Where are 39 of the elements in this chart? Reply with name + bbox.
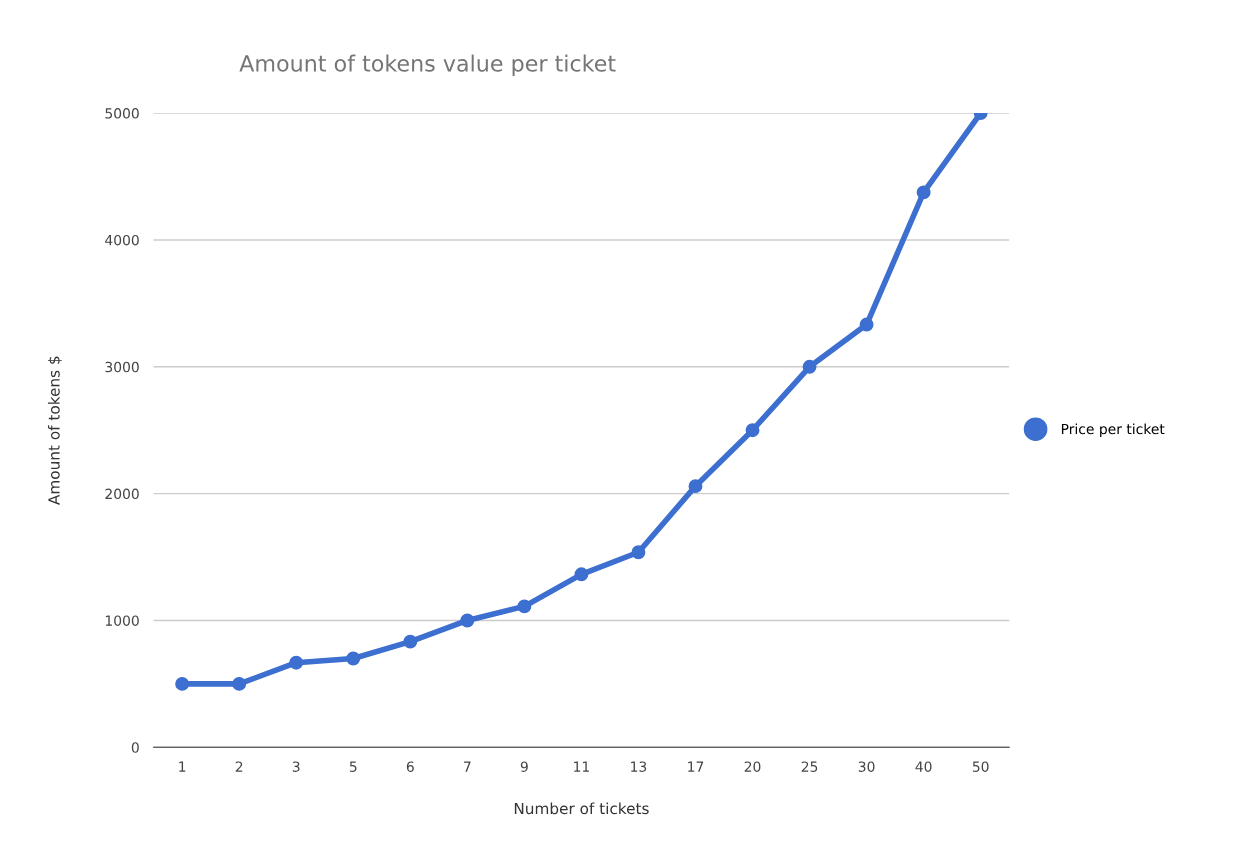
- point: [916, 185, 931, 200]
- point: [403, 634, 418, 649]
- x-tick-label: 30: [858, 761, 875, 772]
- x-tick-label: 40: [915, 761, 932, 772]
- x-tick-label: 6: [406, 761, 414, 772]
- y-tick-label: 4000: [105, 234, 139, 246]
- legend-label: Price per ticket: [1061, 423, 1165, 437]
- x-tick-label: 50: [972, 761, 989, 772]
- y-tick-label: 3000: [105, 361, 139, 373]
- x-tick-label: 1: [179, 761, 186, 772]
- x-tick-label: 11: [574, 761, 589, 772]
- point: [460, 613, 475, 628]
- y-axis-title: Amount of tokens $: [47, 356, 62, 505]
- x-tick-label: 7: [464, 761, 471, 772]
- y-tick-label: 2000: [105, 488, 139, 500]
- point: [346, 651, 361, 666]
- point: [802, 359, 817, 374]
- x-tick-label: 9: [520, 761, 528, 772]
- y-tick-label: 0: [131, 742, 139, 753]
- x-tick-label: 13: [631, 761, 647, 772]
- x-tick-label: 20: [744, 761, 761, 772]
- point: [175, 676, 190, 691]
- x-tick-label: 5: [349, 761, 357, 772]
- point: [745, 423, 760, 438]
- y-tick-label: 5000: [105, 108, 139, 119]
- point: [631, 545, 646, 560]
- chart-title: Amount of tokens value per ticket: [239, 54, 616, 77]
- point: [688, 479, 703, 494]
- point: [859, 317, 874, 332]
- x-tick-label: 3: [292, 761, 300, 772]
- y-tick-label: 1000: [105, 615, 139, 626]
- point: [232, 676, 247, 691]
- point: [289, 655, 304, 670]
- x-tick-label: 2: [235, 761, 243, 772]
- x-tick-label: 17: [688, 761, 704, 772]
- x-axis-title: Number of tickets: [514, 802, 649, 815]
- point: [517, 599, 532, 614]
- point: [574, 567, 589, 582]
- x-tick-label: 25: [801, 761, 818, 772]
